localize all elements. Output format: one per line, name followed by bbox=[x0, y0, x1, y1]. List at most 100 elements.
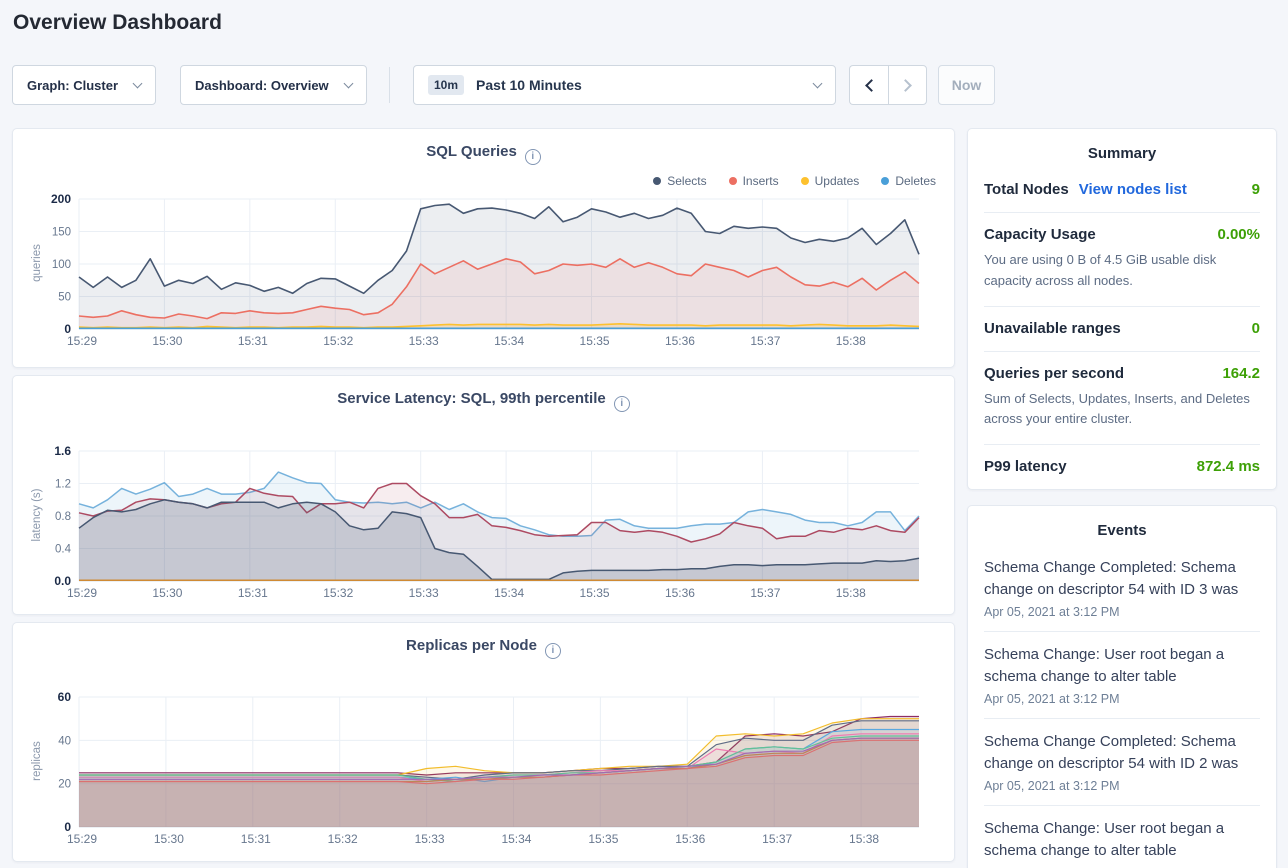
y-tick-label: 1.6 bbox=[54, 445, 71, 458]
series-area-node-5 bbox=[79, 733, 919, 827]
legend-item-updates[interactable]: Updates bbox=[800, 174, 859, 188]
legend-label: Deletes bbox=[895, 174, 936, 188]
series-area-node-8 bbox=[79, 740, 919, 827]
view-nodes-list-link[interactable]: View nodes list bbox=[1078, 181, 1187, 198]
x-tick-label: 15:38 bbox=[849, 832, 879, 846]
event-text: Schema Change: User root began a schema … bbox=[984, 820, 1225, 859]
y-tick-label: 0.4 bbox=[55, 544, 72, 556]
event-text: Schema Change Completed: Schema change o… bbox=[984, 733, 1239, 772]
next-time-button[interactable] bbox=[888, 65, 927, 105]
x-tick-label: 15:34 bbox=[501, 832, 531, 846]
y-tick-label: 0.8 bbox=[55, 511, 71, 523]
series-area-inserts bbox=[79, 258, 919, 329]
series-area-line-3 bbox=[79, 499, 919, 581]
y-tick-label: 40 bbox=[58, 735, 71, 747]
replicas-per-node-chart-card: Replicas per Node i replicas 0 20 40 60 15:29… bbox=[12, 622, 955, 862]
x-tick-label: 15:31 bbox=[238, 334, 268, 348]
series-line-inserts bbox=[78, 258, 920, 320]
series-area-node-1 bbox=[79, 716, 919, 827]
x-tick-label: 15:37 bbox=[750, 334, 780, 348]
event-timestamp: Apr 05, 2021 at 3:12 PM bbox=[984, 605, 1120, 619]
y-tick-label: 1.2 bbox=[55, 479, 71, 491]
x-tick-label: 15:38 bbox=[836, 334, 866, 348]
legend-dot-icon bbox=[881, 177, 890, 185]
series-line-updates bbox=[78, 323, 920, 329]
summary-label: P99 latency bbox=[984, 458, 1067, 476]
event-list: Schema Change Completed: Schema change o… bbox=[984, 545, 1260, 868]
series-line-line-2 bbox=[78, 482, 920, 543]
x-tick-label: 15:29 bbox=[67, 832, 97, 846]
sql-queries-chart-card: SQL Queries i Selects Inserts Updates Delete… bbox=[12, 128, 955, 368]
summary-value: 164.2 bbox=[1222, 364, 1260, 382]
x-tick-label: 15:32 bbox=[328, 832, 358, 846]
info-icon[interactable]: i bbox=[544, 643, 561, 659]
summary-subtext: Sum of Selects, Updates, Inserts, and De… bbox=[984, 390, 1250, 427]
x-tick-label: 15:31 bbox=[241, 832, 271, 846]
x-tick-label: 15:29 bbox=[67, 334, 97, 348]
time-step-buttons bbox=[849, 65, 927, 105]
y-tick-label: 60 bbox=[58, 691, 72, 704]
series-area-node-4 bbox=[79, 729, 919, 827]
now-button[interactable]: Now bbox=[938, 65, 995, 105]
summary-row: Queries per second 164.2 Sum of Selects, U… bbox=[984, 352, 1260, 446]
summary-value: 0 bbox=[1251, 319, 1260, 337]
y-tick-label: 0.0 bbox=[54, 574, 71, 588]
y-tick-label: 0 bbox=[64, 820, 71, 834]
event-timestamp: Apr 05, 2021 at 3:12 PM bbox=[984, 692, 1120, 706]
x-tick-label: 15:34 bbox=[494, 586, 524, 600]
legend-label: Inserts bbox=[742, 174, 779, 188]
series-area-node-2 bbox=[79, 718, 919, 827]
series-line-node-8 bbox=[79, 739, 919, 785]
chevron-left-icon bbox=[864, 78, 878, 92]
y-tick-label: 100 bbox=[52, 259, 71, 271]
x-tick-label: 15:33 bbox=[409, 334, 439, 348]
chevron-down-icon bbox=[132, 78, 143, 88]
series-area-node-7 bbox=[79, 738, 919, 827]
graph-dropdown[interactable]: Graph: Cluster bbox=[12, 65, 156, 105]
summary-row: Total Nodes View nodes list 9 bbox=[984, 168, 1260, 213]
events-panel-title: Events bbox=[1097, 522, 1147, 539]
legend-item-deletes[interactable]: Deletes bbox=[881, 174, 936, 188]
x-tick-label: 15:38 bbox=[836, 586, 866, 600]
x-tick-label: 15:29 bbox=[67, 586, 97, 600]
series-line-node-6 bbox=[79, 735, 919, 783]
summary-row: Unavailable ranges 0 bbox=[984, 307, 1260, 352]
summary-value: 9 bbox=[1251, 181, 1260, 198]
replicas-per-node-plot: 0 20 40 60 15:29 15:30 15:31 15:32 15:33 15:34 15:… bbox=[58, 691, 919, 846]
chart-title: Replicas per Node bbox=[406, 637, 537, 654]
y-tick-label: 20 bbox=[58, 779, 71, 791]
summary-subtext: You are using 0 B of 4.5 GiB usable disk… bbox=[984, 252, 1217, 288]
summary-label: Queries per second bbox=[984, 364, 1125, 382]
series-area-node-6 bbox=[79, 736, 919, 827]
info-icon[interactable]: i bbox=[524, 149, 541, 165]
graph-dropdown-label: Graph: Cluster bbox=[27, 77, 119, 93]
page-title: Overview Dashboard bbox=[13, 11, 222, 34]
info-icon[interactable]: i bbox=[613, 396, 630, 412]
legend-item-selects[interactable]: Selects bbox=[653, 174, 707, 188]
x-tick-label: 15:30 bbox=[154, 832, 184, 846]
legend-dot-icon bbox=[653, 177, 662, 185]
summary-label: Capacity Usage bbox=[984, 226, 1096, 243]
event-item: Schema Change: User root began a schema … bbox=[984, 806, 1260, 868]
x-tick-label: 15:37 bbox=[762, 832, 792, 846]
dashboard-dropdown-label: Dashboard: Overview bbox=[195, 77, 329, 93]
chevron-down-icon bbox=[343, 78, 354, 88]
series-area-line-2 bbox=[79, 483, 919, 581]
y-tick-label: 200 bbox=[51, 193, 71, 206]
series-line-line-3 bbox=[78, 499, 920, 581]
legend-dot-icon bbox=[728, 177, 737, 185]
series-area-node-9 bbox=[79, 738, 919, 827]
chevron-down-icon bbox=[812, 78, 823, 88]
legend-item-inserts[interactable]: Inserts bbox=[728, 174, 779, 188]
chevron-right-icon bbox=[899, 78, 912, 92]
chart-title: Service Latency: SQL, 99th percentile bbox=[337, 390, 606, 407]
legend-dot-icon bbox=[800, 177, 809, 185]
dashboard-dropdown[interactable]: Dashboard: Overview bbox=[180, 65, 367, 105]
y-tick-label: 50 bbox=[58, 292, 71, 304]
time-range-selector[interactable]: 10m Past 10 Minutes bbox=[413, 65, 836, 105]
sql-queries-plot: 0 50 100 150 200 15:29 15:30 15:31 15:32 15:33 15:… bbox=[51, 193, 920, 348]
x-tick-label: 15:33 bbox=[409, 586, 439, 600]
x-tick-label: 15:32 bbox=[323, 334, 353, 348]
previous-time-button[interactable] bbox=[849, 65, 888, 105]
